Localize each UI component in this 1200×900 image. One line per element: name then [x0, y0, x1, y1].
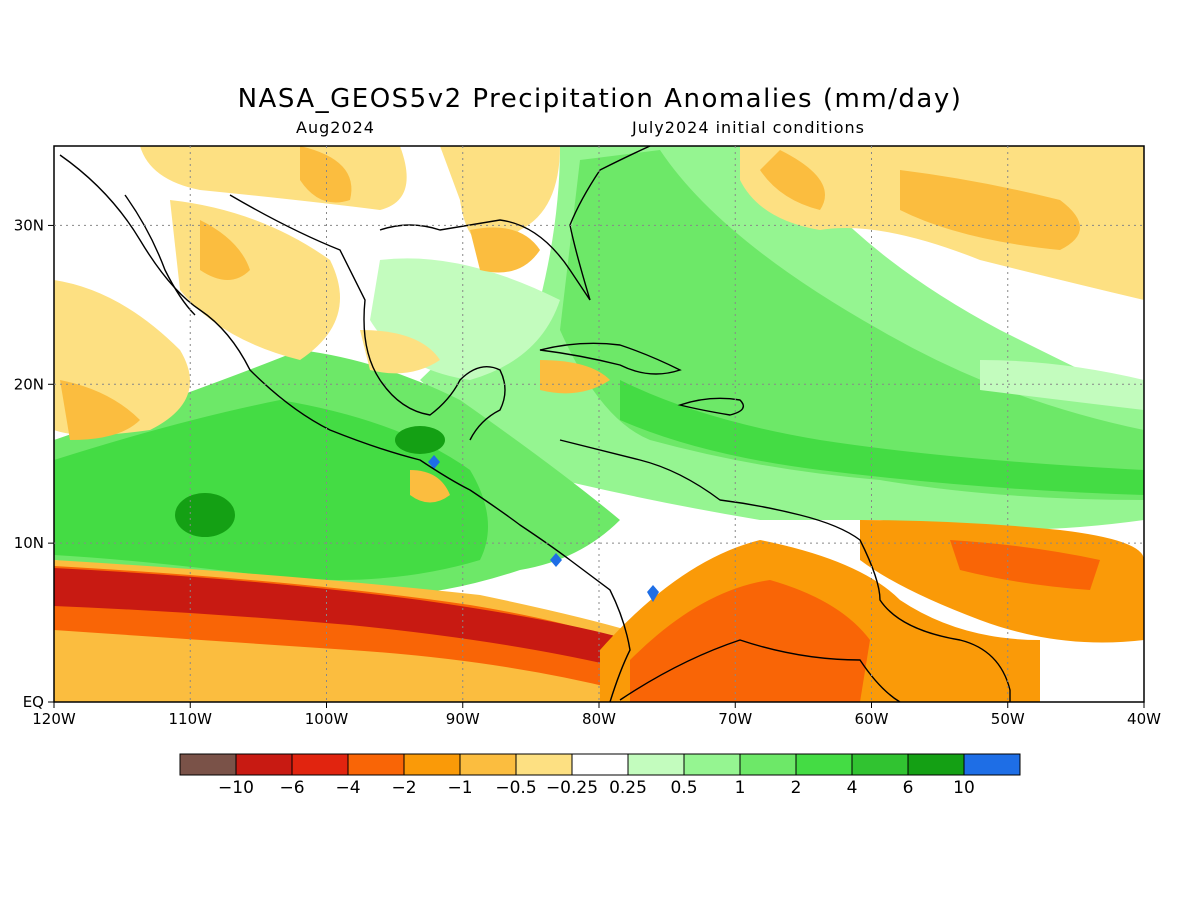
- x-tick-label: 70W: [718, 710, 752, 728]
- colorbar-label: 6: [903, 778, 914, 798]
- y-tick-label: 10N: [14, 534, 44, 552]
- colorbar-swatch: [515, 753, 573, 776]
- colorbar-label: 10: [953, 778, 975, 798]
- x-tick-label: 50W: [991, 710, 1025, 728]
- colorbar-swatch: [627, 753, 685, 776]
- colorbar-swatch: [963, 753, 1021, 776]
- colorbar-swatch: [347, 753, 405, 776]
- colorbar-swatch: [907, 753, 965, 776]
- initial-conditions: July2024 initial conditions: [632, 118, 865, 137]
- colorbar-swatch: [403, 753, 461, 776]
- colorbar-swatch: [571, 753, 629, 776]
- colorbar-swatch: [851, 753, 909, 776]
- y-tick-label: EQ: [23, 693, 44, 711]
- gridlines: [54, 146, 1144, 702]
- colorbar-swatch: [795, 753, 853, 776]
- colorbar-label: −1: [447, 778, 472, 798]
- axis-ticks: 120W 110W 100W 90W 80W 70W 60W 50W 40W EQ 10N 20N 30…: [14, 216, 1161, 728]
- coastlines: [59, 146, 1011, 702]
- colorbar-label: 4: [847, 778, 858, 798]
- x-tick-label: 60W: [855, 710, 889, 728]
- colorbar-swatch: [739, 753, 797, 776]
- colorbar-label: 2: [791, 778, 802, 798]
- colorbar-swatch: [459, 753, 517, 776]
- colorbar-label: −4: [335, 778, 360, 798]
- colorbar-label: −2: [391, 778, 416, 798]
- map-title: NASA_GEOS5v2 Precipitation Anomalies (mm…: [237, 84, 963, 114]
- x-tick-label: 40W: [1127, 710, 1161, 728]
- x-tick-label: 110W: [169, 710, 213, 728]
- anomaly-field: [54, 146, 1144, 702]
- colorbar-label: −0.5: [495, 778, 536, 798]
- colorbar-label: −10: [218, 778, 254, 798]
- x-tick-label: 120W: [32, 710, 76, 728]
- colorbar: −10 −6 −4 −2 −1 −0.5 −0.25 0.25 0.5 1 2 4 6 10: [179, 753, 1021, 798]
- forecast-month: Aug2024: [296, 118, 375, 137]
- x-tick-label: 80W: [582, 710, 616, 728]
- x-tick-label: 100W: [305, 710, 349, 728]
- colorbar-label: 1: [735, 778, 746, 798]
- colorbar-label: 0.25: [609, 778, 647, 798]
- y-tick-label: 20N: [14, 375, 44, 393]
- x-tick-label: 90W: [446, 710, 480, 728]
- colorbar-swatch: [179, 753, 237, 776]
- colorbar-label: −6: [279, 778, 304, 798]
- colorbar-label: 0.5: [670, 778, 697, 798]
- colorbar-swatch: [235, 753, 293, 776]
- colorbar-swatch: [683, 753, 741, 776]
- y-tick-label: 30N: [14, 216, 44, 234]
- colorbar-label: −0.25: [546, 778, 598, 798]
- colorbar-swatch: [291, 753, 349, 776]
